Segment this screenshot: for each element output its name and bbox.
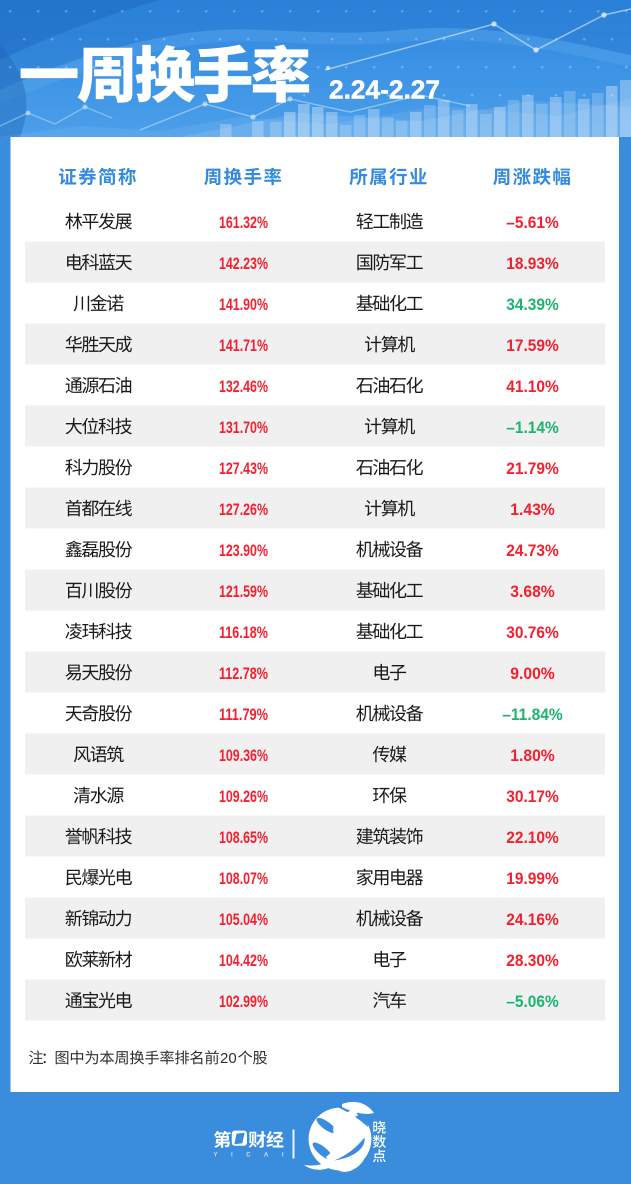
svg-text:41.10%: 41.10% xyxy=(506,377,559,396)
svg-text:2.24-2.27: 2.24-2.27 xyxy=(329,75,440,105)
svg-text:YICAI: YICAI xyxy=(214,1153,284,1159)
svg-text:1.80%: 1.80% xyxy=(510,746,555,765)
svg-text:24.16%: 24.16% xyxy=(506,910,559,929)
svg-text:34.39%: 34.39% xyxy=(506,295,559,314)
svg-text:102.99%: 102.99% xyxy=(219,992,268,1011)
svg-text:22.10%: 22.10% xyxy=(506,828,559,847)
svg-text:105.04%: 105.04% xyxy=(219,910,268,929)
svg-text:1.43%: 1.43% xyxy=(510,500,555,519)
svg-text:104.42%: 104.42% xyxy=(219,951,268,970)
svg-text:19.99%: 19.99% xyxy=(506,869,559,888)
svg-text:9.00%: 9.00% xyxy=(510,664,555,683)
svg-text:132.46%: 132.46% xyxy=(219,377,268,396)
svg-text:123.90%: 123.90% xyxy=(219,541,268,560)
svg-text:–5.06%: –5.06% xyxy=(506,992,559,1011)
svg-text:109.26%: 109.26% xyxy=(219,787,268,806)
svg-text:30.17%: 30.17% xyxy=(506,787,559,806)
svg-text:141.90%: 141.90% xyxy=(219,295,268,314)
svg-text:30.76%: 30.76% xyxy=(506,623,559,642)
svg-text:108.65%: 108.65% xyxy=(219,828,268,847)
svg-text:111.79%: 111.79% xyxy=(219,705,268,724)
svg-text:108.07%: 108.07% xyxy=(219,869,268,888)
svg-text:–11.84%: –11.84% xyxy=(502,705,563,724)
svg-text:–5.61%: –5.61% xyxy=(506,213,559,232)
svg-text:24.73%: 24.73% xyxy=(506,541,559,560)
svg-text:142.23%: 142.23% xyxy=(219,254,268,273)
svg-text:121.59%: 121.59% xyxy=(219,582,268,601)
svg-text:20: 20 xyxy=(220,1050,237,1067)
svg-text:109.36%: 109.36% xyxy=(219,746,268,765)
svg-text:17.59%: 17.59% xyxy=(506,336,559,355)
svg-text:3.68%: 3.68% xyxy=(510,582,555,601)
svg-text:127.43%: 127.43% xyxy=(219,459,268,478)
svg-text:18.93%: 18.93% xyxy=(506,254,559,273)
svg-text:161.32%: 161.32% xyxy=(219,213,268,232)
svg-text:112.78%: 112.78% xyxy=(219,664,268,683)
svg-text:127.26%: 127.26% xyxy=(219,500,268,519)
svg-text:28.30%: 28.30% xyxy=(506,951,559,970)
svg-text:–1.14%: –1.14% xyxy=(506,418,559,437)
svg-text:131.70%: 131.70% xyxy=(219,418,268,437)
svg-text:141.71%: 141.71% xyxy=(219,336,268,355)
svg-text:21.79%: 21.79% xyxy=(506,459,559,478)
svg-text:116.18%: 116.18% xyxy=(219,623,268,642)
